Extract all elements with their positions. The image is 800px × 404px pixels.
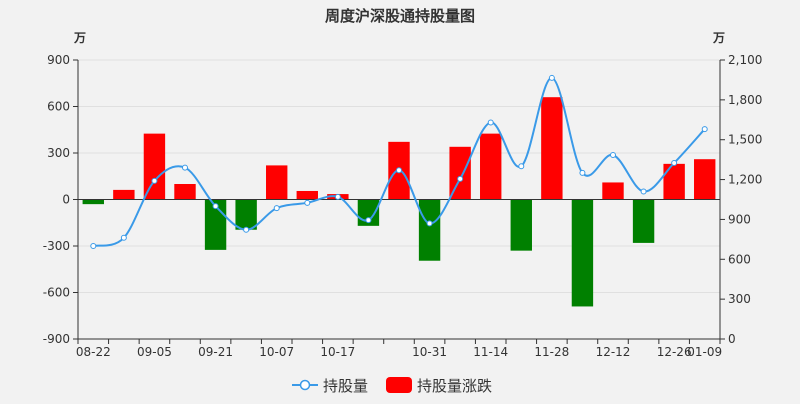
- line-point: [212, 203, 219, 210]
- right-tick-label: 2,100: [728, 53, 762, 67]
- line-point: [671, 159, 678, 166]
- bar: [571, 199, 594, 307]
- x-tick-label: 11-14: [473, 345, 508, 359]
- right-tick-label: 900: [728, 212, 751, 226]
- right-axis-unit: 万: [712, 31, 725, 45]
- legend-label-change: 持股量涨跌: [417, 377, 492, 395]
- bar: [266, 165, 288, 200]
- bar: [541, 97, 563, 200]
- chart-title: 周度沪深股通持股量图: [325, 7, 475, 25]
- right-tick-label: 1,200: [728, 173, 762, 187]
- legend-item-holding[interactable]: 持股量: [292, 377, 368, 395]
- line-point: [243, 226, 250, 233]
- left-tick-label: 600: [47, 100, 70, 114]
- line-point: [365, 217, 372, 224]
- line-point: [304, 199, 311, 206]
- line-point: [396, 167, 402, 174]
- bar: [663, 163, 685, 200]
- x-tick-label: 09-21: [198, 345, 233, 359]
- bar: [174, 184, 196, 200]
- bar: [480, 133, 502, 200]
- right-tick-label: 1,500: [728, 133, 762, 147]
- line-point: [518, 163, 525, 170]
- legend-item-change[interactable]: 持股量涨跌: [386, 377, 492, 395]
- bar: [449, 146, 471, 200]
- x-tick-label: 10-17: [320, 345, 355, 359]
- right-tick-label: 600: [728, 252, 751, 266]
- line-point: [273, 205, 280, 212]
- x-tick-label: 12-26: [657, 345, 692, 359]
- x-tick-label: 12-12: [596, 345, 631, 359]
- right-tick-label: 300: [728, 292, 751, 306]
- line-point: [90, 243, 97, 249]
- line-point: [610, 151, 616, 158]
- bar: [510, 199, 532, 251]
- left-tick-label: -900: [43, 332, 70, 346]
- line-point: [151, 177, 158, 184]
- x-tick-label: 11-28: [534, 345, 569, 359]
- left-tick-label: 300: [47, 146, 70, 160]
- bar: [602, 182, 624, 200]
- right-tick-label: 1,800: [728, 93, 762, 107]
- x-tick-label: 01-09: [687, 345, 722, 359]
- left-tick-label: 0: [62, 193, 70, 207]
- bar: [296, 190, 318, 200]
- bar: [143, 133, 166, 200]
- legend[interactable]: 持股量 持股量涨跌: [292, 377, 492, 395]
- left-tick-label: -300: [43, 239, 70, 253]
- right-tick-label: 0: [728, 332, 736, 346]
- x-tick-label: 09-05: [137, 345, 172, 359]
- line-point: [640, 188, 647, 195]
- line-point: [426, 220, 433, 227]
- legend-line-marker: [299, 379, 311, 391]
- line-point: [457, 175, 464, 182]
- axes: -900 -600 -300 0 300 600 900 0 300 600 900 1,200 1,5…: [43, 53, 763, 359]
- bar: [235, 199, 257, 230]
- line-point: [487, 119, 494, 126]
- line-point: [120, 234, 127, 241]
- bar: [82, 199, 104, 205]
- line-point: [701, 126, 708, 133]
- left-axis-unit: 万: [73, 31, 86, 45]
- x-tick-label: 10-31: [412, 345, 447, 359]
- left-tick-label: 900: [47, 53, 70, 67]
- bar: [418, 199, 441, 261]
- bar: [113, 189, 135, 200]
- x-tick-label: 08-22: [76, 345, 111, 359]
- line-point: [548, 74, 555, 81]
- holding-line: [93, 76, 706, 247]
- line-point: [334, 193, 341, 200]
- legend-label-holding: 持股量: [323, 377, 368, 395]
- left-tick-label: -600: [43, 286, 70, 300]
- bar: [694, 159, 716, 200]
- line-series: [90, 74, 708, 249]
- legend-bar-swatch: [386, 377, 412, 393]
- x-tick-label: 10-07: [259, 345, 294, 359]
- bar: [632, 199, 655, 243]
- line-point: [579, 169, 586, 176]
- line-point: [182, 164, 188, 171]
